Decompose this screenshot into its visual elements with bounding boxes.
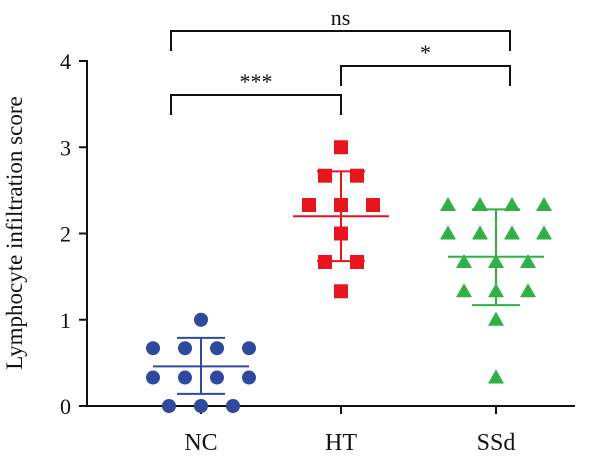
data-point xyxy=(302,198,316,213)
y-tick-label: 0 xyxy=(60,394,71,419)
data-point xyxy=(488,369,504,384)
data-point xyxy=(334,140,348,155)
data-point xyxy=(242,370,256,385)
data-point xyxy=(162,399,176,413)
y-tick-label: 4 xyxy=(60,49,71,74)
significance-bracket xyxy=(170,30,511,51)
data-point xyxy=(536,225,552,240)
data-point xyxy=(456,253,472,268)
data-point xyxy=(440,197,456,212)
data-points xyxy=(146,140,552,413)
data-point xyxy=(472,225,488,240)
data-point xyxy=(210,341,224,356)
data-point xyxy=(536,197,552,212)
data-point xyxy=(146,341,160,356)
data-point xyxy=(226,399,240,413)
y-axis-label: Lymphocyte infiltration score xyxy=(2,96,27,369)
data-point xyxy=(520,283,536,298)
significance-label: * xyxy=(420,40,431,65)
data-point xyxy=(472,197,488,212)
data-point xyxy=(440,225,456,240)
y-tick-label: 1 xyxy=(60,308,71,333)
significance-label: ns xyxy=(331,5,351,30)
data-point xyxy=(366,198,380,213)
data-point xyxy=(242,341,256,356)
significance-bracket xyxy=(170,94,342,115)
axes: 0 1 2 3 4 NC HT SSd xyxy=(60,49,575,456)
error-bars xyxy=(153,170,544,395)
data-point xyxy=(178,370,192,385)
data-point xyxy=(146,370,160,385)
data-point xyxy=(178,341,192,356)
x-tick-label: NC xyxy=(184,430,217,456)
data-point xyxy=(520,253,536,268)
data-point xyxy=(504,197,520,212)
data-point xyxy=(504,225,520,240)
data-point xyxy=(194,399,208,413)
data-point xyxy=(334,284,348,299)
data-point xyxy=(456,283,472,298)
significance-label: *** xyxy=(240,69,273,94)
data-point xyxy=(194,312,208,327)
data-point xyxy=(488,311,504,326)
y-tick-label: 2 xyxy=(60,222,71,247)
x-tick-label: SSd xyxy=(477,430,516,456)
x-tick-label: HT xyxy=(325,430,357,456)
significance-brackets: ns**** xyxy=(170,5,511,115)
significance-bracket xyxy=(340,65,511,86)
y-tick-label: 3 xyxy=(60,135,71,160)
data-point xyxy=(210,370,224,385)
